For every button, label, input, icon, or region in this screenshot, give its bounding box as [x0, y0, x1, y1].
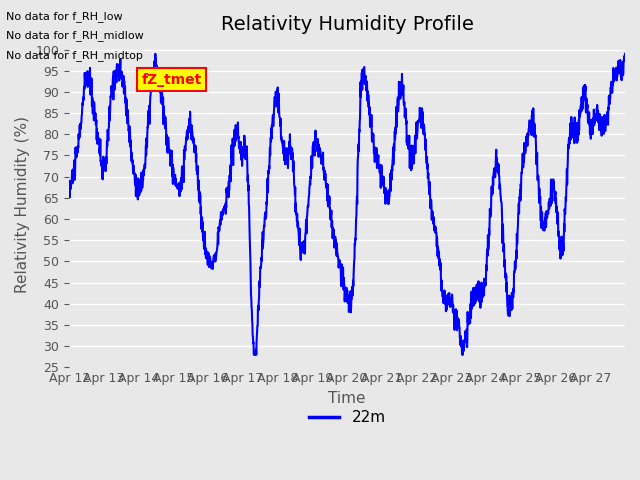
Text: No data for f_RH_low: No data for f_RH_low	[6, 11, 123, 22]
Text: fZ_tmet: fZ_tmet	[141, 72, 202, 86]
Y-axis label: Relativity Humidity (%): Relativity Humidity (%)	[15, 116, 30, 293]
Legend: 22m: 22m	[303, 404, 392, 432]
X-axis label: Time: Time	[328, 391, 366, 406]
Text: No data for f_RH_midtop: No data for f_RH_midtop	[6, 49, 143, 60]
Text: No data for f_RH_midlow: No data for f_RH_midlow	[6, 30, 144, 41]
Title: Relativity Humidity Profile: Relativity Humidity Profile	[221, 15, 474, 34]
